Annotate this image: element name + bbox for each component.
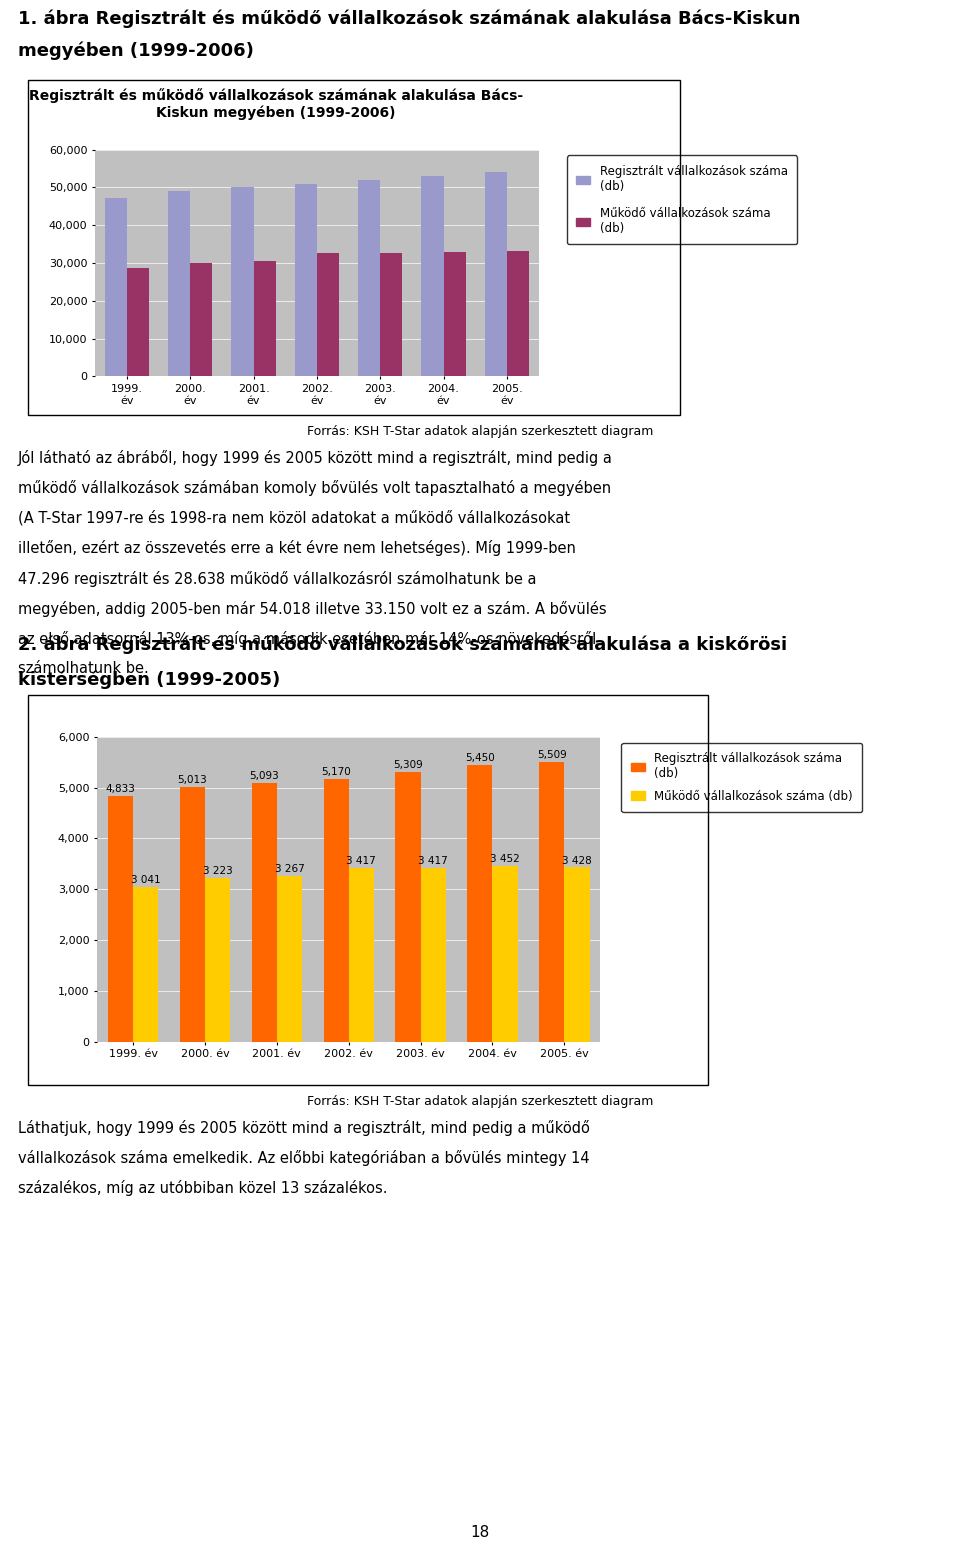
Text: 5,170: 5,170 <box>322 768 351 777</box>
Text: 3 267: 3 267 <box>275 864 304 874</box>
Text: 18: 18 <box>470 1525 490 1540</box>
Bar <box>564 867 589 1041</box>
Bar <box>420 868 445 1041</box>
Text: 5,309: 5,309 <box>394 760 423 769</box>
Bar <box>105 198 127 377</box>
Bar <box>380 253 402 377</box>
Text: 5,509: 5,509 <box>537 749 566 760</box>
Bar <box>252 783 276 1041</box>
Bar <box>317 253 339 377</box>
Bar <box>540 762 564 1041</box>
Text: működő vállalkozások számában komoly bővülés volt tapasztalható a megyében: működő vállalkozások számában komoly bőv… <box>18 480 612 496</box>
Text: 5,450: 5,450 <box>465 752 494 763</box>
Bar <box>276 876 302 1041</box>
Text: kistérségben (1999-2005): kistérségben (1999-2005) <box>18 671 280 689</box>
Bar <box>468 765 492 1041</box>
Bar <box>190 263 212 377</box>
Bar <box>444 252 466 377</box>
Bar <box>485 171 507 377</box>
Text: 3 041: 3 041 <box>131 876 160 885</box>
Text: 4,833: 4,833 <box>106 785 135 794</box>
Text: 3 417: 3 417 <box>347 856 376 867</box>
Bar <box>168 192 190 377</box>
Text: 1. ábra Regisztrált és működő vállalkozások számának alakulása Bács-Kiskun: 1. ábra Regisztrált és működő vállalkozá… <box>18 9 801 28</box>
Text: 5,093: 5,093 <box>250 771 279 782</box>
Text: az első adatsornál 13%-os, míg a második esetében már 14%-os növekedésről: az első adatsornál 13%-os, míg a második… <box>18 630 596 647</box>
Bar <box>358 179 380 377</box>
Bar <box>127 269 149 377</box>
Text: 3 223: 3 223 <box>203 867 232 876</box>
Text: 5,013: 5,013 <box>178 776 207 785</box>
Bar <box>180 786 204 1041</box>
Bar <box>253 261 276 377</box>
Text: Regisztrált és működő vállalkozások számának alakulása Bács-
Kiskun megyében (19: Regisztrált és működő vállalkozások szám… <box>29 88 523 119</box>
Bar <box>348 868 373 1041</box>
Bar <box>492 867 517 1041</box>
Bar <box>421 176 444 377</box>
Text: megyében (1999-2006): megyében (1999-2006) <box>18 42 253 60</box>
Text: Forrás: KSH T-Star adatok alapján szerkesztett diagram: Forrás: KSH T-Star adatok alapján szerke… <box>307 425 653 437</box>
Bar <box>396 772 420 1041</box>
Text: százalékos, míg az utóbbiban közel 13 százalékos.: százalékos, míg az utóbbiban közel 13 sz… <box>18 1180 388 1196</box>
Text: 3 452: 3 452 <box>491 854 520 865</box>
Text: számolhatunk be.: számolhatunk be. <box>18 661 149 675</box>
Bar <box>133 887 158 1041</box>
Text: (A T-Star 1997-re és 1998-ra nem közöl adatokat a működő vállalkozásokat: (A T-Star 1997-re és 1998-ra nem közöl a… <box>18 510 570 525</box>
Bar <box>295 184 317 377</box>
Text: Jól látható az ábráből, hogy 1999 és 2005 között mind a regisztrált, mind pedig : Jól látható az ábráből, hogy 1999 és 200… <box>18 450 612 467</box>
Bar <box>507 250 529 377</box>
Legend: Regisztrált vállalkozások száma
(db), Működő vállalkozások száma (db): Regisztrált vállalkozások száma (db), Mű… <box>621 743 862 813</box>
Legend: Regisztrált vállalkozások száma
(db), Működő vállalkozások száma
(db): Regisztrált vállalkozások száma (db), Mű… <box>566 156 797 244</box>
Text: 3 417: 3 417 <box>419 856 448 867</box>
Text: 3 428: 3 428 <box>563 856 591 865</box>
Text: vállalkozások száma emelkedik. Az előbbi kategóriában a bővülés mintegy 14: vállalkozások száma emelkedik. Az előbbi… <box>18 1149 589 1166</box>
Text: megyében, addig 2005-ben már 54.018 illetve 33.150 volt ez a szám. A bővülés: megyében, addig 2005-ben már 54.018 ille… <box>18 601 607 616</box>
Text: Láthatjuk, hogy 1999 és 2005 között mind a regisztrált, mind pedig a működő: Láthatjuk, hogy 1999 és 2005 között mind… <box>18 1120 589 1136</box>
Text: 47.296 regisztrált és 28.638 működő vállalkozásról számolhatunk be a: 47.296 regisztrált és 28.638 működő váll… <box>18 570 537 587</box>
Text: 2. ábra Regisztrált és működő vállalkozások számának alakulása a kiskőrösi: 2. ábra Regisztrált és működő vállalkozá… <box>18 635 787 654</box>
Text: Forrás: KSH T-Star adatok alapján szerkesztett diagram: Forrás: KSH T-Star adatok alapján szerke… <box>307 1095 653 1108</box>
Text: illetően, ezért az összevetés erre a két évre nem lehetséges). Míg 1999-ben: illetően, ezért az összevetés erre a két… <box>18 541 576 556</box>
Bar <box>204 878 230 1041</box>
Bar <box>231 187 253 377</box>
Bar <box>324 779 348 1041</box>
Bar <box>108 796 133 1041</box>
